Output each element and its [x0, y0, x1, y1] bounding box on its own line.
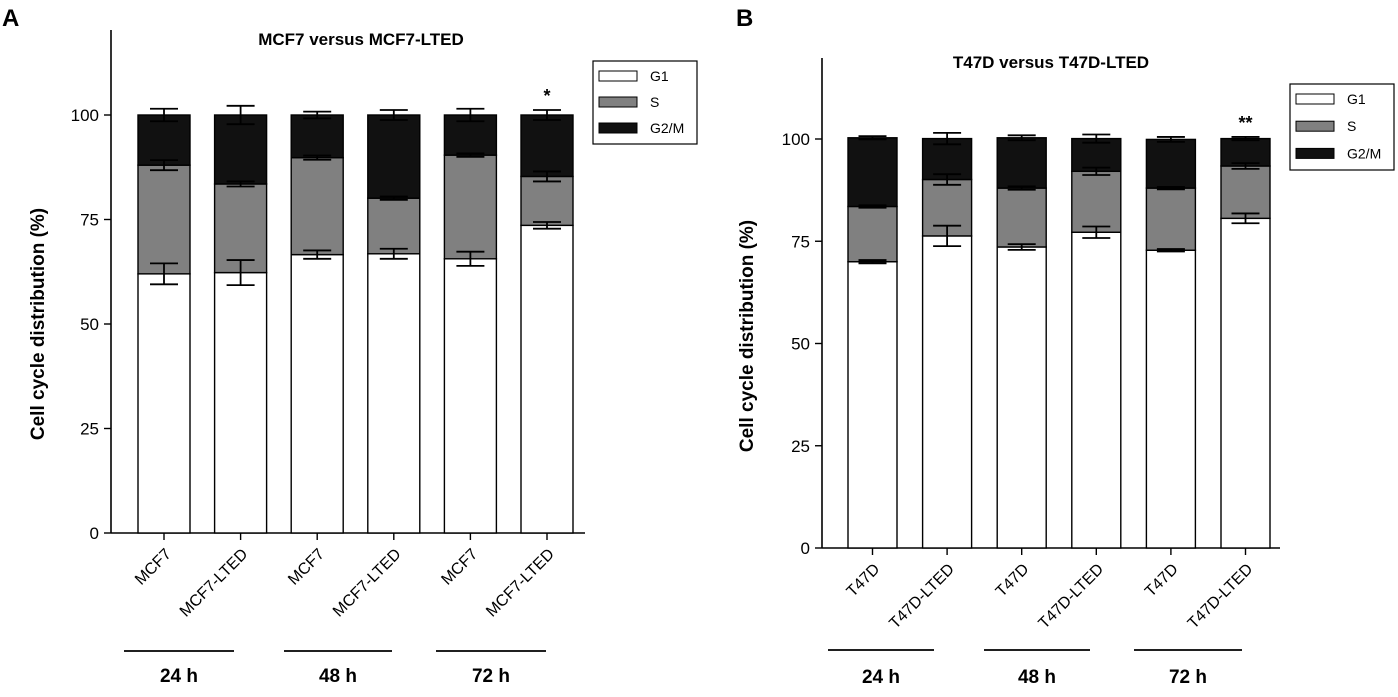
legend-label-a: S — [650, 94, 659, 110]
legend-swatch-g1-a — [598, 70, 638, 82]
group-label-a: 72 h — [472, 666, 510, 687]
bar-segment-g2m-b — [1145, 138, 1197, 189]
bar-segment-s-b — [1071, 170, 1122, 233]
bar-segment-g2m-b — [847, 137, 898, 208]
bar-segment-s-a — [290, 156, 344, 256]
bar-segment-g2m-b — [1220, 137, 1271, 167]
chart-title-a: MCF7 versus MCF7-LTED — [258, 30, 464, 49]
legend-swatch-g2m-b — [1295, 147, 1335, 159]
bar-segment-g1-a — [137, 273, 191, 534]
bar-segment-g1-a — [367, 253, 421, 534]
legend-swatch-g2m-a — [598, 122, 638, 134]
bar-segment-s-a — [443, 154, 498, 260]
significance-marker-b: ** — [1238, 113, 1252, 133]
bar-segment-g2m-a — [137, 114, 191, 166]
legend-a: G1 S G2/M — [592, 60, 698, 145]
bar-segment-g1-a — [443, 258, 498, 534]
bar-segment-g1-b — [921, 235, 973, 549]
bar-segment-s-b — [921, 178, 973, 237]
bar-segment-g1-b — [996, 246, 1047, 549]
x-category-label-b: T47D — [844, 561, 884, 601]
group-label-b: 48 h — [1018, 667, 1056, 688]
panel-letter-a: A — [2, 5, 19, 32]
legend-swatch-s-b — [1295, 120, 1335, 132]
x-category-label-a: MCF7 — [132, 546, 175, 589]
legend-swatch-s-a — [598, 96, 638, 108]
legend-label-b: G1 — [1347, 91, 1366, 107]
significance-marker-a: * — [543, 86, 550, 106]
y-axis-label-a: Cell cycle distribution (%) — [28, 208, 49, 440]
bar-segment-g2m-b — [996, 137, 1047, 189]
y-tick-label-a: 25 — [80, 420, 99, 439]
legend-b: G1 S G2/M — [1289, 83, 1395, 171]
bar-segment-g1-b — [1071, 231, 1122, 549]
group-label-a: 24 h — [160, 666, 198, 687]
legend-label-b: G2/M — [1347, 145, 1381, 161]
legend-label-b: S — [1347, 118, 1356, 134]
bar-segment-g1-a — [290, 253, 344, 534]
bar-segment-s-b — [847, 205, 898, 263]
legend-label-a: G1 — [650, 68, 669, 84]
bar-segment-g2m-a — [520, 114, 574, 178]
y-tick-label-a: 75 — [80, 211, 99, 230]
bar-segment-g2m-a — [290, 114, 344, 159]
y-tick-label-a: 50 — [80, 315, 99, 334]
legend-swatch-g1-b — [1295, 93, 1335, 105]
bar-segment-g1-a — [520, 224, 574, 534]
bar-segment-g1-a — [213, 271, 268, 534]
bar-segment-s-b — [1220, 165, 1271, 220]
x-category-label-b: T47D-LTED — [1185, 561, 1257, 633]
group-label-a: 48 h — [319, 666, 357, 687]
y-tick-label-a: 100 — [71, 106, 99, 125]
bar-segment-g2m-a — [213, 114, 268, 185]
y-tick-label-b: 75 — [791, 232, 810, 251]
y-tick-label-a: 0 — [90, 524, 99, 543]
x-category-label-b: T47D — [993, 561, 1033, 601]
bar-segment-s-b — [1145, 187, 1197, 251]
panel-letter-b: B — [736, 5, 753, 32]
bar-segment-g1-b — [1145, 249, 1197, 549]
bar-segment-s-a — [520, 175, 574, 227]
y-tick-label-b: 0 — [801, 539, 810, 558]
legend-label-a: G2/M — [650, 120, 684, 136]
x-category-label-a: MCF7-LTED — [177, 546, 252, 621]
x-category-label-b: T47D-LTED — [1036, 561, 1108, 633]
y-tick-label-b: 25 — [791, 437, 810, 456]
chart-title-b: T47D versus T47D-LTED — [953, 53, 1149, 72]
bar-segment-g2m-a — [367, 114, 421, 199]
bar-segment-s-a — [213, 183, 268, 274]
bar-segment-s-b — [996, 187, 1047, 248]
x-category-label-a: MCF7-LTED — [330, 546, 405, 621]
x-category-label-b: T47D-LTED — [886, 561, 958, 633]
y-tick-label-b: 100 — [782, 130, 810, 149]
x-category-label-b: T47D — [1142, 561, 1182, 601]
x-category-label-a: MCF7-LTED — [483, 546, 558, 621]
x-category-label-a: MCF7 — [285, 546, 328, 589]
group-label-b: 72 h — [1169, 667, 1207, 688]
bar-segment-s-a — [367, 197, 421, 255]
bar-segment-s-a — [137, 164, 191, 275]
bar-segment-g1-b — [847, 261, 898, 549]
group-label-b: 24 h — [862, 667, 900, 688]
x-category-label-a: MCF7 — [438, 546, 481, 589]
y-axis-label-b: Cell cycle distribution (%) — [737, 220, 758, 452]
y-tick-label-b: 50 — [791, 335, 810, 354]
bar-segment-g1-b — [1220, 217, 1271, 549]
